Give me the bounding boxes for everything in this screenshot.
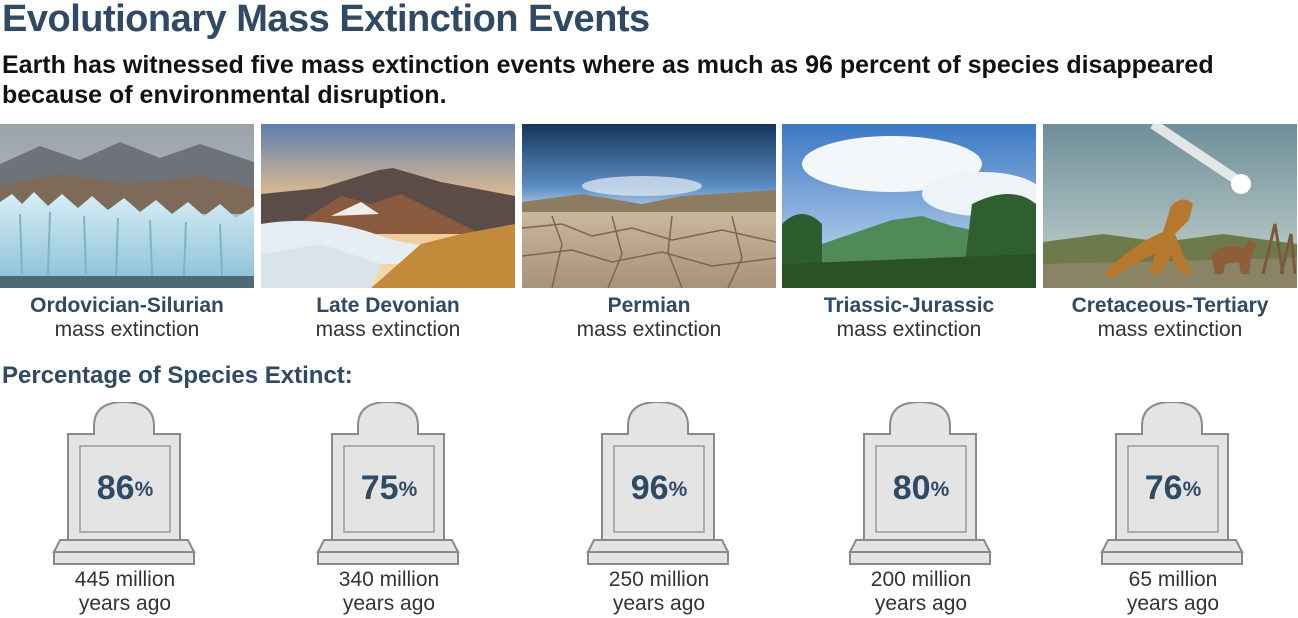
event-late-devonian: Late Devonian mass extinction: [261, 124, 515, 341]
tombstone-3: 96% 250 million years ago: [584, 402, 734, 618]
dinosaur-asteroid-photo: [1043, 124, 1297, 288]
event-kind: mass extinction: [315, 318, 461, 341]
glacier-photo: [0, 124, 254, 288]
event-name: Triassic-Jurassic: [823, 294, 995, 317]
tombstone-4: 80% 200 million years ago: [846, 402, 996, 618]
event-kind: mass extinction: [54, 318, 200, 341]
event-permian: Permian mass extinction: [522, 124, 776, 341]
forest-photo: [782, 124, 1036, 288]
time-ago: 65 million years ago: [1126, 568, 1220, 615]
extinct-percent: 76%: [1144, 469, 1202, 507]
event-name: Cretaceous-Tertiary: [1071, 294, 1269, 317]
desert-photo: [522, 124, 776, 288]
event-kind: mass extinction: [1097, 318, 1243, 341]
event-kind: mass extinction: [576, 318, 722, 341]
tombstone-icon: [1100, 402, 1244, 565]
page-title: Evolutionary Mass Extinction Events: [2, 0, 650, 40]
event-cretaceous-tertiary: Cretaceous-Tertiary mass extinction: [1043, 124, 1297, 341]
event-ordovician-silurian: Ordovician-Silurian mass extinction: [0, 124, 254, 341]
time-ago: 250 million years ago: [608, 568, 710, 615]
extinct-percent: 96%: [630, 469, 688, 507]
tombstone-5: 76% 65 million years ago: [1098, 402, 1248, 618]
extinct-percent: 86%: [96, 469, 154, 507]
event-name: Ordovician-Silurian: [30, 294, 224, 317]
extinction-events-row: Ordovician-Silurian mass extinction Late…: [0, 124, 1298, 341]
section-heading: Percentage of Species Extinct:: [2, 362, 353, 389]
tombstone-icon: [52, 402, 196, 565]
event-triassic-jurassic: Triassic-Jurassic mass extinction: [782, 124, 1036, 341]
page-subtitle: Earth has witnessed five mass extinction…: [2, 51, 1214, 109]
tombstone-1: 86% 445 million years ago: [50, 402, 200, 618]
tombstone-icon: [586, 402, 730, 565]
time-ago: 340 million years ago: [338, 568, 440, 615]
event-name: Late Devonian: [316, 294, 460, 317]
tombstone-icon: [316, 402, 460, 565]
extinct-percent: 75%: [360, 469, 418, 507]
extinct-percent: 80%: [892, 469, 950, 507]
tombstone-2: 75% 340 million years ago: [314, 402, 464, 618]
event-name: Permian: [607, 294, 691, 317]
volcano-photo: [261, 124, 515, 288]
time-ago: 445 million years ago: [74, 568, 176, 615]
tombstone-icon: [848, 402, 992, 565]
event-kind: mass extinction: [836, 318, 982, 341]
time-ago: 200 million years ago: [870, 568, 972, 615]
